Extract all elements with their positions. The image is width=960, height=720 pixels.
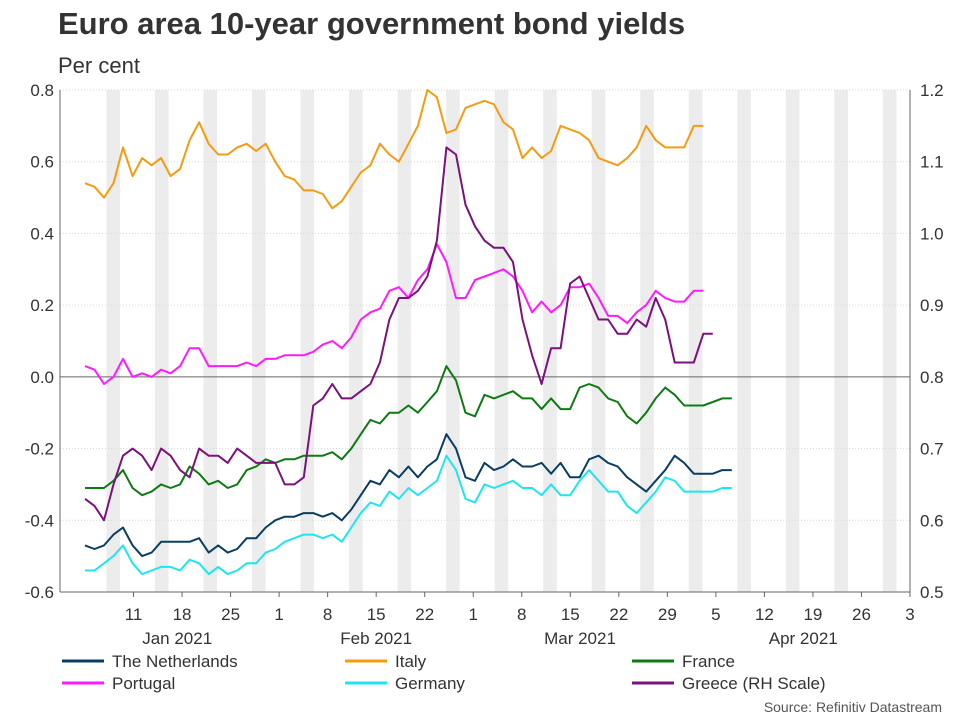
legend: The Netherlands Italy France Portugal German… (62, 652, 826, 693)
y-tick-right: 1.2 (920, 81, 944, 100)
y-tick-right: 0.7 (920, 440, 944, 459)
x-tick-label: 15 (561, 605, 580, 624)
weekend-band (446, 90, 460, 592)
chart-title: Euro area 10-year government bond yields (58, 6, 686, 41)
series-line-germany (85, 454, 732, 576)
weekend-band (349, 90, 363, 592)
y-tick-left: 0.0 (30, 368, 54, 387)
month-label: Mar 2021 (544, 629, 616, 648)
series-lines (84, 89, 732, 576)
weekend-band (882, 90, 897, 592)
weekend-band (640, 90, 654, 592)
month-label: Feb 2021 (340, 629, 412, 648)
series-line-portugal (84, 243, 704, 385)
weekend-band (543, 90, 557, 592)
weekend-band (688, 90, 703, 592)
weekend-band (834, 90, 848, 592)
x-tick-label: 22 (609, 605, 628, 624)
x-tick-label: 18 (173, 605, 192, 624)
weekend-band (737, 90, 751, 592)
weekend-bands (106, 90, 897, 592)
x-tick-label: 15 (367, 605, 386, 624)
y-tick-left: 0.2 (30, 296, 54, 315)
x-tick-label: 11 (125, 605, 143, 624)
month-label: Jan 2021 (142, 629, 212, 648)
x-tick-label: 3 (905, 605, 914, 624)
y-tick-right: 0.5 (920, 583, 944, 602)
legend-label: The Netherlands (112, 652, 238, 671)
weekend-band (494, 90, 509, 592)
y-tick-left: -0.2 (25, 440, 54, 459)
x-tick-label: 12 (755, 605, 774, 624)
x-tick-label: 5 (711, 605, 720, 624)
legend-label: France (682, 652, 735, 671)
gridlines (60, 89, 910, 593)
y-tick-left: 0.8 (30, 81, 54, 100)
y-tick-left: -0.4 (25, 511, 54, 530)
x-tick-label: 19 (803, 605, 822, 624)
y-tick-left: -0.6 (25, 583, 54, 602)
legend-label: Greece (RH Scale) (682, 674, 826, 693)
y-tick-right: 0.6 (920, 511, 944, 530)
series-line-the-netherlands (84, 433, 732, 558)
x-tick-label: 8 (517, 605, 526, 624)
x-tick-label: 22 (415, 605, 434, 624)
weekend-band (203, 90, 218, 592)
weekend-band (154, 90, 169, 592)
series-line-greece-rh-scale (84, 146, 713, 522)
weekend-band (300, 90, 315, 592)
y-tick-right: 0.9 (920, 296, 944, 315)
axes: 0.8 0.6 0.4 0.2 0.0 -0.2 -0.4 -0.6 1.2 1.1 1.0 0.9 0… (25, 81, 944, 602)
chart-source: Source: Refinitiv Datastream (763, 699, 942, 715)
y-tick-right: 0.8 (920, 368, 944, 387)
x-tick-label: 26 (852, 605, 871, 624)
weekend-band (591, 90, 606, 592)
weekend-band (252, 90, 266, 592)
x-tick-label: 29 (658, 605, 677, 624)
chart-subtitle: Per cent (58, 53, 140, 78)
weekend-band (397, 90, 412, 592)
legend-label: Portugal (112, 674, 175, 693)
y-tick-left: 0.4 (30, 224, 54, 243)
x-tick-label: 1 (469, 605, 478, 624)
weekend-band (106, 90, 120, 592)
legend-label: Germany (395, 674, 465, 693)
y-tick-right: 1.0 (920, 224, 944, 243)
weekend-band (785, 90, 800, 592)
y-tick-right: 1.1 (920, 153, 944, 172)
legend-label: Italy (395, 652, 427, 671)
x-tick-label: 1 (274, 605, 283, 624)
y-tick-left: 0.6 (30, 153, 54, 172)
x-tick-label: 8 (323, 605, 332, 624)
month-label: Apr 2021 (769, 629, 838, 648)
series-line-italy (84, 89, 704, 210)
x-tick-label: 25 (221, 605, 240, 624)
